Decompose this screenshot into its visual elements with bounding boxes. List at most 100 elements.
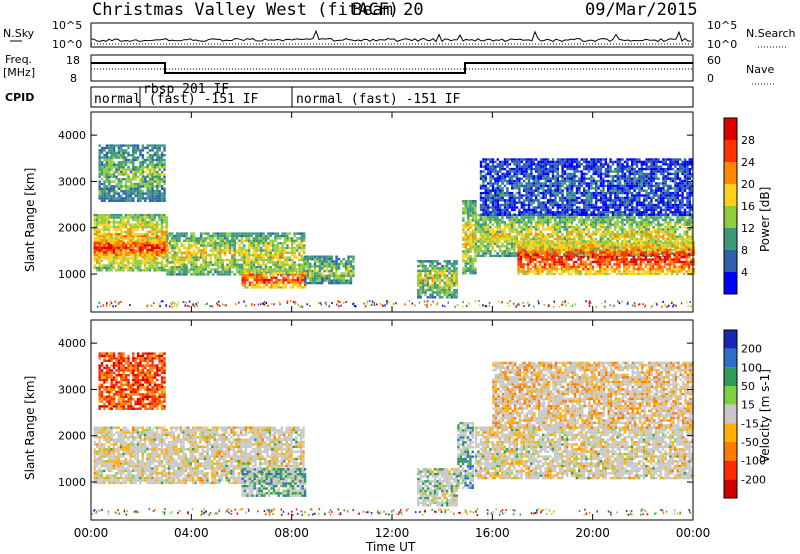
- heatmap-cell: [271, 242, 275, 245]
- heatmap-cell: [342, 281, 345, 285]
- heatmap-cell: [467, 248, 470, 251]
- heatmap-cell: [555, 253, 559, 256]
- heatmap-cell: [438, 293, 442, 297]
- heatmap-cell: [433, 291, 437, 294]
- heatmap-cell: [345, 279, 348, 282]
- heatmap-cell: [462, 219, 465, 222]
- heatmap-cell: [597, 247, 600, 250]
- heatmap-cell: [566, 218, 569, 222]
- heatmap-cell: [255, 251, 258, 254]
- heatmap-cell: [616, 216, 619, 219]
- heatmap-cell: [638, 223, 641, 226]
- heatmap-cell: [155, 228, 159, 231]
- heatmap-cell: [93, 221, 96, 224]
- heatmap-cell: [650, 240, 653, 243]
- heatmap-cell: [171, 239, 174, 242]
- heatmap-cell: [238, 268, 241, 271]
- heatmap-cell: [335, 267, 338, 270]
- cpid-segment-2: rbsp 201 IF: [143, 82, 229, 97]
- heatmap-cell: [678, 218, 682, 222]
- heatmap-cell: [139, 149, 142, 152]
- heatmap-cell: [546, 246, 549, 249]
- heatmap-cell: [151, 264, 154, 267]
- heatmap-cell: [300, 232, 303, 235]
- heatmap-cell: [590, 225, 593, 229]
- heatmap-cell: [173, 249, 176, 252]
- heatmap-cell: [611, 268, 614, 271]
- heatmap-cell: [551, 263, 554, 266]
- heatmap-cell: [554, 237, 557, 241]
- heatmap-cell: [248, 274, 252, 277]
- heatmap-cell: [635, 233, 638, 236]
- heatmap-cell: [313, 260, 317, 263]
- heatmap-cell: [120, 166, 123, 169]
- heatmap-cell: [575, 253, 578, 256]
- heatmap-cell: [491, 235, 494, 238]
- heatmap-cell: [165, 230, 168, 234]
- heatmap-cell: [549, 233, 552, 236]
- heatmap-cell: [158, 228, 161, 231]
- heatmap-cell: [608, 258, 611, 261]
- heatmap-cell: [103, 216, 106, 219]
- heatmap-cell: [153, 251, 156, 254]
- heatmap-cell: [620, 251, 623, 254]
- heatmap-cell: [192, 242, 196, 245]
- heatmap-cell: [180, 263, 184, 266]
- heatmap-cell: [136, 249, 140, 253]
- heatmap-cell: [652, 228, 655, 231]
- heatmap-cell: [558, 246, 561, 249]
- heatmap-cell: [209, 268, 212, 271]
- heatmap-cell: [136, 256, 140, 259]
- heatmap-cell: [579, 272, 583, 276]
- heatmap-cell: [635, 223, 638, 226]
- heatmap-cell: [640, 223, 643, 226]
- heatmap-cell: [160, 249, 164, 252]
- heatmap-cell: [223, 237, 227, 240]
- heatmap-cell: [124, 151, 128, 154]
- heatmap-cell: [190, 268, 193, 271]
- heatmap-cell: [464, 207, 467, 210]
- heatmap-cell: [134, 144, 137, 147]
- heatmap-cell: [529, 251, 532, 254]
- heatmap-cell: [233, 251, 236, 254]
- heatmap-cell: [474, 238, 477, 241]
- heatmap-cell: [482, 254, 485, 258]
- heatmap-cell: [474, 216, 478, 219]
- heatmap-cell: [100, 237, 104, 240]
- heatmap-cell: [686, 237, 689, 241]
- heatmap-cell: [321, 262, 324, 266]
- heatmap-cell: [652, 237, 655, 241]
- heatmap-cell: [110, 175, 113, 178]
- heatmap-cell: [683, 240, 686, 243]
- heatmap-cell: [257, 237, 260, 240]
- heatmap-cell: [293, 234, 296, 238]
- heatmap-cell: [122, 158, 125, 162]
- heatmap-cell: [555, 260, 559, 264]
- heatmap-cell: [214, 263, 217, 266]
- heatmap-cell: [657, 225, 660, 229]
- heatmap-cell: [260, 276, 264, 279]
- heatmap-cell: [534, 235, 538, 238]
- heatmap-cell: [160, 259, 164, 262]
- heatmap-cell: [263, 286, 266, 289]
- heatmap-cell: [117, 264, 120, 267]
- heatmap-cell: [325, 267, 329, 270]
- heatmap-cell: [464, 224, 467, 227]
- heatmap-cell: [686, 233, 689, 236]
- heatmap-cell: [178, 261, 181, 264]
- heatmap-cell: [95, 233, 99, 236]
- heatmap-cell: [269, 249, 272, 252]
- heatmap-cell: [219, 244, 222, 247]
- heatmap-cell: [591, 260, 595, 264]
- heatmap-cell: [148, 154, 152, 157]
- heatmap-cell: [563, 237, 566, 241]
- heatmap-cell: [464, 226, 467, 229]
- heatmap-cell: [270, 286, 273, 289]
- heatmap-cell: [683, 216, 686, 219]
- heatmap-cell: [245, 261, 248, 264]
- heatmap-cell: [124, 144, 128, 147]
- heatmap-cell: [534, 230, 538, 234]
- heatmap-cell: [467, 214, 470, 217]
- heatmap-cell: [489, 225, 492, 229]
- heatmap-cell: [132, 182, 135, 186]
